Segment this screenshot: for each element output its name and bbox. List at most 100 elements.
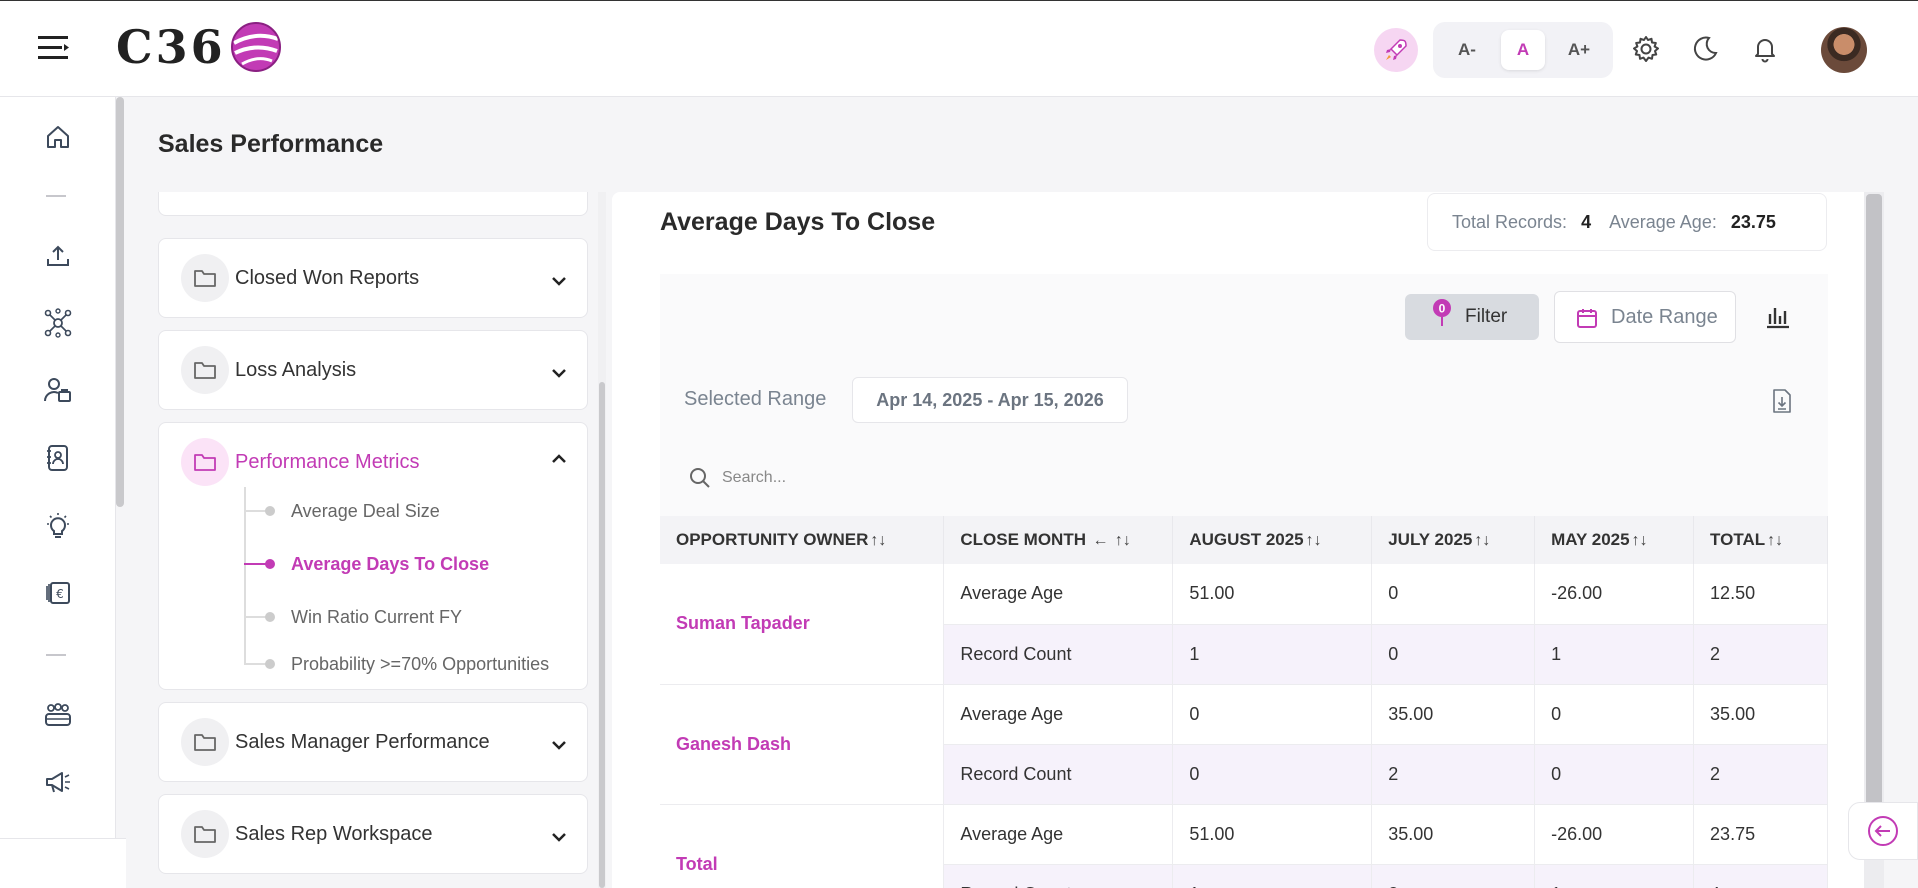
- lightbulb-icon[interactable]: [38, 506, 78, 546]
- notification-bell-icon[interactable]: [1747, 31, 1783, 67]
- column-header-close-month[interactable]: CLOSE MONTH ← ↑↓: [943, 516, 1174, 564]
- top-bar: C36 A- A A+: [0, 0, 1918, 97]
- column-header-total[interactable]: TOTAL ↑↓: [1693, 516, 1828, 564]
- team-icon[interactable]: [38, 695, 78, 735]
- selected-range-value[interactable]: Apr 14, 2025 - Apr 15, 2026: [852, 377, 1128, 423]
- menu-scrollbar[interactable]: [599, 382, 605, 888]
- column-header-may-2025[interactable]: MAY 2025 ↑↓: [1534, 516, 1695, 564]
- table-row: Record Count 1 0 1 2: [660, 624, 1828, 685]
- gear-icon[interactable]: [1628, 31, 1664, 67]
- sort-icon[interactable]: ↑↓: [1114, 532, 1131, 549]
- sort-icon[interactable]: ↑↓: [1767, 532, 1784, 549]
- date-range-button[interactable]: Date Range: [1554, 291, 1736, 343]
- rail-divider: [46, 654, 66, 656]
- tree-branch: [244, 616, 266, 618]
- column-header-label: OPPORTUNITY OWNER: [676, 530, 869, 549]
- arrow-left-icon[interactable]: ←: [1088, 532, 1113, 549]
- folder-icon: [181, 438, 229, 486]
- metric-cell: Record Count: [943, 744, 1174, 805]
- column-header-owner[interactable]: OPPORTUNITY OWNER ↑↓: [660, 516, 945, 564]
- total-records-label: Total Records:: [1452, 211, 1568, 232]
- filter-count: 0: [1439, 302, 1446, 316]
- value-cell: 2: [1693, 624, 1828, 685]
- value-cell: 1: [1534, 624, 1695, 685]
- metric-cell: Record Count: [943, 624, 1174, 685]
- table-row: Ganesh Dash Average Age 0 35.00 0 35.00: [660, 684, 1828, 805]
- dark-mode-moon-icon[interactable]: [1687, 31, 1723, 67]
- tree-line: [244, 487, 246, 663]
- menu-toggle-icon[interactable]: [36, 33, 70, 63]
- font-decrease-button[interactable]: A-: [1458, 40, 1476, 59]
- menu-group-closed-won[interactable]: Closed Won Reports: [158, 238, 588, 318]
- tree-dot: [265, 506, 275, 516]
- value-cell: 1: [1534, 864, 1695, 888]
- sub-item-probability[interactable]: Probability >=70% Opportunities: [291, 654, 550, 674]
- filter-label: Filter: [1465, 306, 1508, 327]
- metric-cell: Record Count: [943, 864, 1174, 888]
- value-cell: 1: [1172, 624, 1373, 685]
- calendar-icon: [1577, 309, 1597, 328]
- app-logo[interactable]: C36: [116, 17, 282, 77]
- menu-group-sales-manager[interactable]: Sales Manager Performance: [158, 702, 588, 782]
- sort-icon[interactable]: ↑↓: [870, 532, 887, 549]
- logo-text: C36: [116, 20, 226, 74]
- sub-item-average-days-to-close[interactable]: Average Days To Close: [291, 554, 490, 574]
- download-file-icon[interactable]: [1770, 388, 1794, 414]
- sort-icon[interactable]: ↑↓: [1631, 532, 1648, 549]
- report-menu: Closed Won Reports Loss Analysis Perform…: [158, 192, 590, 888]
- report-title: Average Days To Close: [660, 208, 936, 236]
- column-header-august-2025[interactable]: AUGUST 2025 ↑↓: [1172, 516, 1373, 564]
- value-cell: 0: [1534, 684, 1695, 745]
- collapse-panel-button[interactable]: [1848, 802, 1918, 860]
- filter-pin-icon: 0: [1433, 299, 1451, 326]
- user-avatar[interactable]: [1821, 27, 1867, 73]
- menu-group-header[interactable]: Performance Metrics: [181, 438, 420, 486]
- owner-link[interactable]: Suman Tapader: [660, 564, 945, 685]
- value-cell: 0: [1371, 624, 1536, 685]
- folder-icon: [181, 254, 229, 302]
- megaphone-icon[interactable]: [38, 762, 78, 802]
- sidebar-scrollbar[interactable]: [116, 97, 124, 507]
- sort-icon[interactable]: ↑↓: [1474, 532, 1491, 549]
- column-header-label: MAY 2025: [1551, 530, 1630, 549]
- main-scrollbar[interactable]: [1866, 194, 1882, 814]
- network-icon[interactable]: [38, 303, 78, 343]
- value-cell: 0: [1371, 564, 1536, 625]
- date-range-label: Date Range: [1611, 305, 1718, 328]
- sub-item-average-deal-size[interactable]: Average Deal Size: [291, 501, 440, 521]
- users-manage-icon[interactable]: [38, 370, 78, 410]
- value-cell: 1: [1172, 864, 1373, 888]
- value-cell: 35.00: [1693, 684, 1828, 745]
- tree-dot: [265, 612, 275, 622]
- folder-icon: [181, 718, 229, 766]
- chevron-down-icon[interactable]: [547, 733, 571, 757]
- owner-link[interactable]: Ganesh Dash: [660, 684, 945, 805]
- value-cell: 35.00: [1371, 804, 1536, 865]
- menu-group-loss-analysis[interactable]: Loss Analysis: [158, 330, 588, 410]
- chevron-up-icon[interactable]: [547, 447, 571, 471]
- table-row: Total Average Age 51.00 35.00 -26.00 23.…: [660, 804, 1828, 888]
- column-header-july-2025[interactable]: JULY 2025 ↑↓: [1371, 516, 1536, 564]
- contact-card-icon[interactable]: [38, 438, 78, 478]
- tree-dot: [265, 559, 275, 569]
- chevron-down-icon[interactable]: [547, 269, 571, 293]
- font-increase-button[interactable]: A+: [1567, 40, 1591, 59]
- filter-button[interactable]: 0 Filter: [1405, 294, 1539, 340]
- invoice-icon[interactable]: €: [38, 573, 78, 613]
- menu-group-partial[interactable]: [158, 192, 588, 216]
- menu-group-sales-rep[interactable]: Sales Rep Workspace: [158, 794, 588, 874]
- column-header-label: TOTAL: [1710, 530, 1766, 549]
- chevron-down-icon[interactable]: [547, 825, 571, 849]
- upload-icon[interactable]: [38, 236, 78, 276]
- home-icon[interactable]: [38, 117, 78, 157]
- chart-view-icon[interactable]: [1760, 298, 1796, 334]
- sub-item-win-ratio[interactable]: Win Ratio Current FY: [291, 607, 463, 627]
- chevron-down-icon[interactable]: [547, 361, 571, 385]
- sort-icon[interactable]: ↑↓: [1305, 532, 1322, 549]
- launch-button[interactable]: [1374, 28, 1418, 72]
- search-input[interactable]: [722, 469, 1022, 487]
- report-table: OPPORTUNITY OWNER ↑↓ CLOSE MONTH ← ↑↓ AUG…: [660, 516, 1828, 888]
- table-header-row: OPPORTUNITY OWNER ↑↓ CLOSE MONTH ← ↑↓ AUG…: [660, 516, 1828, 564]
- font-normal-button[interactable]: A: [1501, 30, 1545, 70]
- total-row-label: Total: [660, 804, 945, 888]
